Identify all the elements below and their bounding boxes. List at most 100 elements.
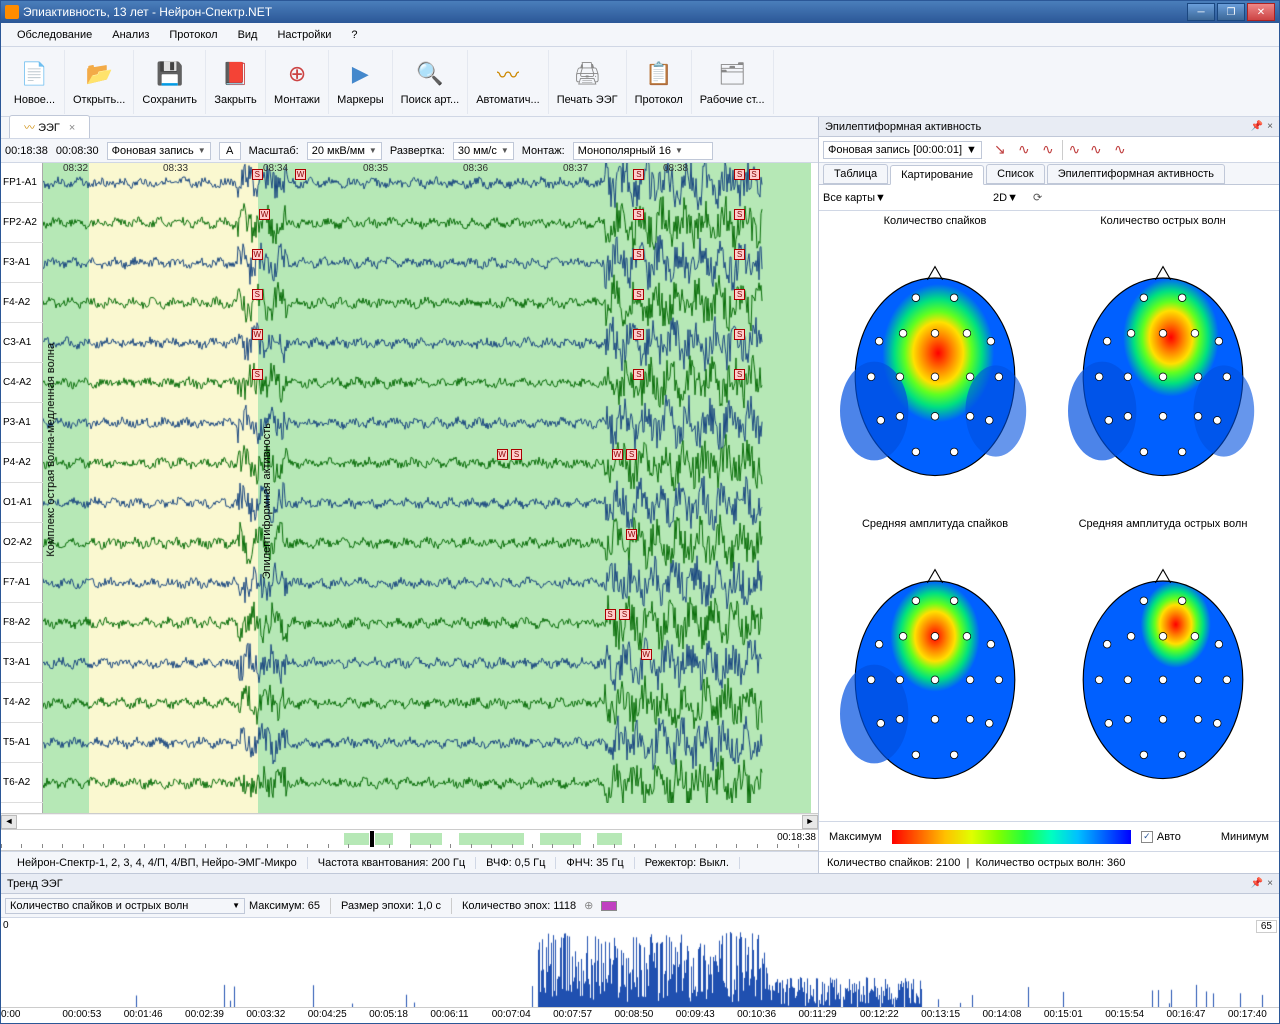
tool-icon-2[interactable]: ∿ — [1014, 140, 1034, 160]
trend-plot[interactable]: 0 65 — [1, 918, 1279, 1007]
recording-epoch-select[interactable]: Фоновая запись [00:00:01]▼ — [823, 141, 982, 159]
montage-select[interactable]: Монополярный 16▼ — [573, 142, 713, 160]
event-marker[interactable]: W — [497, 449, 508, 460]
menu-item[interactable]: Обследование — [7, 25, 102, 45]
tab-close-icon[interactable]: × — [69, 122, 75, 134]
scroll-right-button[interactable]: ► — [802, 815, 818, 829]
status-lpf: ФНЧ: 35 Гц — [556, 857, 634, 869]
event-marker[interactable]: W — [626, 529, 637, 540]
toolbar-button[interactable]: 💾Сохранить — [134, 50, 206, 114]
toolbar-button[interactable]: ▶Маркеры — [329, 50, 393, 114]
timeline-cursor[interactable] — [369, 830, 375, 848]
event-marker[interactable]: S — [605, 609, 616, 620]
right-panel-header: Эпилептиформная активность 📌 × — [819, 117, 1279, 137]
trend-pin-icon[interactable]: 📌 — [1251, 878, 1263, 889]
event-marker[interactable]: S — [633, 249, 644, 260]
eeg-waveform-area[interactable]: FP1-A1FP2-A2F3-A1F4-A2C3-A1C4-A2P3-A1P4-… — [1, 163, 818, 813]
event-marker[interactable]: S — [633, 369, 644, 380]
tool-icon-4[interactable]: ∿ — [1062, 140, 1082, 160]
menu-item[interactable]: Анализ — [102, 25, 159, 45]
right-tab[interactable]: Эпилептиформная активность — [1047, 164, 1225, 184]
panel-close-icon[interactable]: × — [1267, 121, 1273, 132]
trend-close-icon[interactable]: × — [1267, 878, 1273, 889]
trend-axis-label: 00:04:25 — [308, 1009, 347, 1020]
toolbar-icon: 💾 — [154, 58, 186, 90]
amplitude-button[interactable]: А — [219, 142, 241, 160]
right-tabs: ТаблицаКартированиеСписокЭпилептиформная… — [819, 163, 1279, 185]
event-marker[interactable]: S — [633, 289, 644, 300]
right-tab[interactable]: Таблица — [823, 164, 888, 184]
event-marker[interactable]: W — [641, 649, 652, 660]
tool-icon-6[interactable]: ∿ — [1110, 140, 1130, 160]
toolbar-button[interactable]: 🔍Поиск арт... — [393, 50, 469, 114]
event-marker[interactable]: S — [633, 329, 644, 340]
event-marker[interactable]: S — [252, 289, 263, 300]
trend-target-icon[interactable]: ⊕ — [584, 899, 593, 912]
trend-axis-label: 00:11:29 — [798, 1009, 836, 1020]
event-marker[interactable]: S — [633, 209, 644, 220]
menu-item[interactable]: Протокол — [159, 25, 227, 45]
map-type-select[interactable]: Все карты▼ — [823, 192, 993, 204]
maximize-button[interactable]: ❐ — [1217, 3, 1245, 21]
toolbar-button[interactable]: 〰Автоматич... — [468, 50, 549, 114]
time-label: 08:37 — [563, 163, 588, 174]
event-marker[interactable]: S — [734, 209, 745, 220]
toolbar-button[interactable]: 🗂Рабочие ст... — [692, 50, 774, 114]
event-marker[interactable]: S — [734, 169, 745, 180]
event-marker[interactable]: W — [252, 249, 263, 260]
trend-color-swatch[interactable] — [601, 901, 617, 911]
sweep-select[interactable]: 30 мм/с▼ — [453, 142, 514, 160]
tab-eeg[interactable]: 〰 ЭЭГ × — [9, 115, 90, 138]
minimize-button[interactable]: ─ — [1187, 3, 1215, 21]
auto-checkbox[interactable]: ✓ — [1141, 831, 1153, 843]
scroll-left-button[interactable]: ◄ — [1, 815, 17, 829]
menu-item[interactable]: ? — [341, 25, 367, 45]
trend-controls: Количество спайков и острых волн▼ Максим… — [1, 894, 1279, 918]
tool-icon-3[interactable]: ∿ — [1038, 140, 1058, 160]
map-title: Количество спайков — [823, 215, 1047, 227]
right-tab[interactable]: Картирование — [890, 165, 984, 185]
event-marker[interactable]: S — [633, 169, 644, 180]
trend-panel-header: Тренд ЭЭГ 📌 × — [1, 874, 1279, 894]
refresh-icon[interactable]: ⟳ — [1033, 191, 1042, 204]
right-tab[interactable]: Список — [986, 164, 1045, 184]
event-marker[interactable]: S — [734, 369, 745, 380]
trend-max-label: Максимум: 65 — [249, 900, 320, 912]
toolbar-button[interactable]: 📋Протокол — [627, 50, 692, 114]
tool-icon-5[interactable]: ∿ — [1086, 140, 1106, 160]
event-marker[interactable]: S — [749, 169, 760, 180]
menu-item[interactable]: Настройки — [267, 25, 341, 45]
toolbar-button[interactable]: 🖨Печать ЭЭГ — [549, 50, 627, 114]
menu-item[interactable]: Вид — [228, 25, 268, 45]
event-marker[interactable]: W — [295, 169, 306, 180]
close-button[interactable]: ✕ — [1247, 3, 1275, 21]
event-marker[interactable]: W — [259, 209, 270, 220]
event-marker[interactable]: S — [619, 609, 630, 620]
event-marker[interactable]: S — [511, 449, 522, 460]
horizontal-scrollbar[interactable]: ◄ ► — [1, 813, 818, 829]
toolbar-button[interactable]: 📂Открыть... — [65, 50, 134, 114]
event-marker[interactable]: S — [252, 369, 263, 380]
status-notch: Режектор: Выкл. — [635, 857, 740, 869]
time-label: 08:32 — [63, 163, 88, 174]
event-marker[interactable]: S — [734, 249, 745, 260]
event-marker[interactable]: S — [626, 449, 637, 460]
event-marker[interactable]: S — [734, 329, 745, 340]
timeline-overview[interactable]: 00:18:38 — [1, 829, 818, 851]
event-marker[interactable]: S — [734, 289, 745, 300]
view-mode-select[interactable]: 2D▼ — [993, 192, 1033, 204]
toolbar-button[interactable]: 📕Закрыть — [206, 50, 266, 114]
toolbar-button[interactable]: 📄Новое... — [5, 50, 65, 114]
event-marker[interactable]: W — [612, 449, 623, 460]
scroll-track[interactable] — [17, 815, 802, 829]
tool-icon-1[interactable]: ↘ — [990, 140, 1010, 160]
pin-icon[interactable]: 📌 — [1251, 121, 1263, 132]
trend-type-select[interactable]: Количество спайков и острых волн▼ — [5, 898, 245, 914]
recording-select[interactable]: Фоновая запись▼ — [107, 142, 211, 160]
event-marker[interactable]: W — [252, 329, 263, 340]
toolbar-button[interactable]: ⊕Монтажи — [266, 50, 329, 114]
channel-label: T6-A2 — [1, 763, 43, 803]
map-title: Средняя амплитуда спайков — [823, 518, 1047, 530]
scale-select[interactable]: 20 мкВ/мм▼ — [307, 142, 382, 160]
event-marker[interactable]: S — [252, 169, 263, 180]
